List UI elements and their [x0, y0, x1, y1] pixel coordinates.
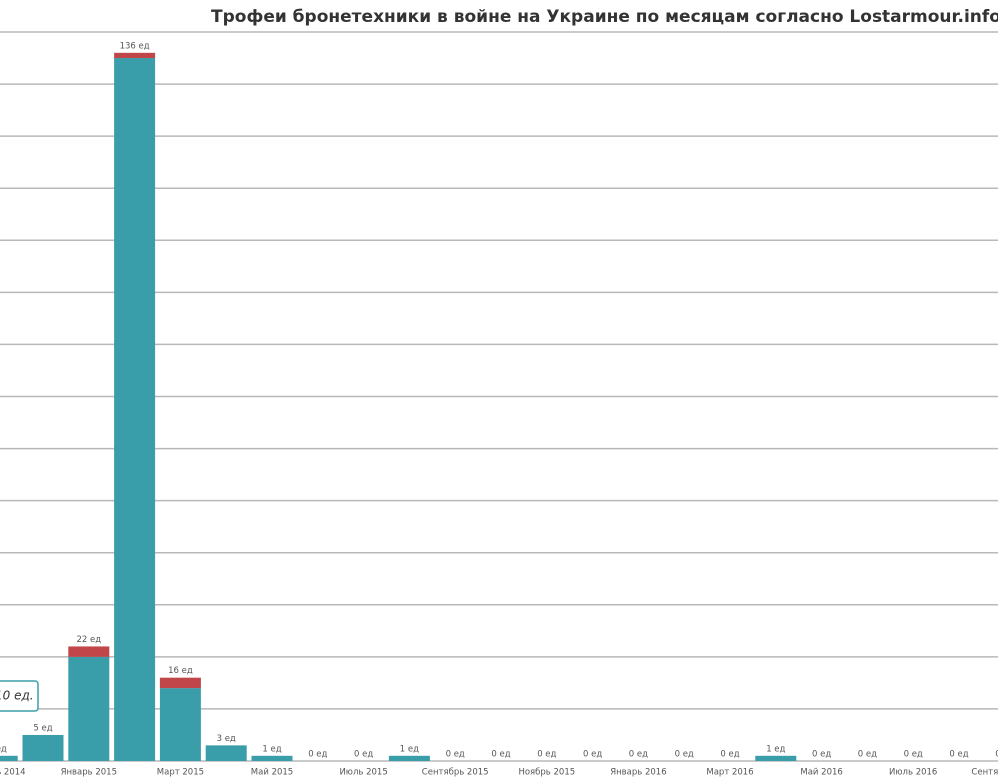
- bar-segment: [68, 646, 110, 657]
- x-tick-label: Июль 2016: [889, 768, 937, 777]
- value-label: 0 ед: [629, 750, 648, 760]
- x-tick-label: Ноябрь 2015: [518, 768, 575, 777]
- x-tick-label: Сентябрь 2016: [971, 768, 998, 777]
- bar-segment: [68, 656, 110, 761]
- chart-title: Трофеи бронетехники в войне на Украине п…: [211, 7, 998, 27]
- bar-segment: [159, 677, 201, 689]
- bar-segment: [114, 52, 156, 59]
- value-label: 0 ед: [308, 750, 327, 760]
- x-tick-label: Ноябрь 2014: [0, 768, 26, 777]
- x-tick-label: Январь 2015: [61, 768, 117, 777]
- value-label: 0 ед: [583, 750, 602, 760]
- value-label: 22 ед: [76, 635, 101, 645]
- x-tick-label: Сентябрь 2015: [422, 768, 489, 777]
- value-label: 0 ед: [949, 750, 968, 760]
- bar-segment: [114, 58, 156, 762]
- x-tick-label: Март 2015: [157, 768, 204, 777]
- value-label: 0 ед: [537, 750, 556, 760]
- value-label: 5 ед: [33, 723, 52, 733]
- value-label: 1 ед: [0, 744, 7, 754]
- value-label: 1 ед: [262, 744, 281, 754]
- value-label: 0 ед: [812, 750, 831, 760]
- annotation-text: 10 ед.: [0, 689, 34, 703]
- value-label: 136 ед: [120, 41, 150, 51]
- value-label: 1 ед: [766, 744, 785, 754]
- value-label: 0 ед: [720, 750, 739, 760]
- bar-segment: [755, 755, 797, 761]
- value-label: 0 ед: [995, 750, 998, 760]
- bar-segment: [205, 745, 247, 761]
- x-tick-label: Март 2016: [706, 768, 753, 777]
- value-label: 0 ед: [858, 750, 877, 760]
- annotation-frame: [0, 680, 39, 712]
- value-label: 0 ед: [446, 750, 465, 760]
- value-label: 1 ед: [400, 744, 419, 754]
- bar-segment: [251, 755, 293, 761]
- value-label: 3 ед: [217, 734, 236, 744]
- x-tick-label: Июль 2015: [339, 768, 387, 777]
- x-tick-label: Май 2016: [800, 768, 842, 777]
- value-label: 16 ед: [168, 666, 193, 676]
- x-tick-label: Январь 2016: [610, 768, 666, 777]
- x-tick-label: Май 2015: [251, 768, 293, 777]
- value-label: 0 ед: [354, 750, 373, 760]
- bar-segment: [22, 734, 64, 761]
- bar-segment: [388, 755, 430, 761]
- value-label: 0 ед: [904, 750, 923, 760]
- value-label: 0 ед: [675, 750, 694, 760]
- bar-segment: [159, 688, 201, 761]
- value-label: 0 ед: [491, 750, 510, 760]
- bar-segment: [0, 755, 18, 761]
- annotation-box: 10 ед.: [0, 680, 39, 712]
